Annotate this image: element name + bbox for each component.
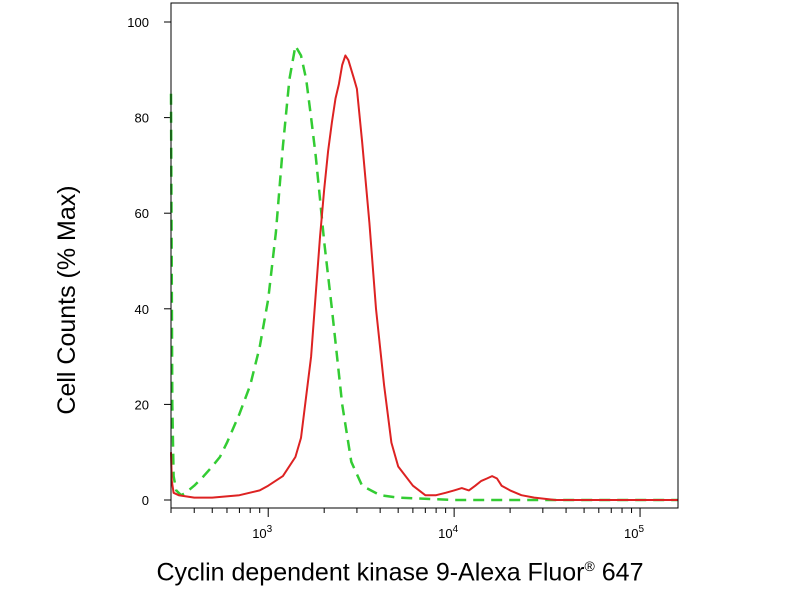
x-axis-label-main: Cyclin dependent kinase 9-Alexa Fluor: [156, 558, 585, 587]
x-tick-base: 10: [252, 526, 266, 541]
x-axis-label-tail: 647: [594, 558, 644, 587]
y-tick-label: 60: [135, 206, 149, 221]
x-tick-label: 105: [624, 524, 644, 541]
x-tick-exponent: 5: [639, 524, 645, 535]
y-tick-label: 0: [142, 493, 149, 508]
y-tick-label: 20: [135, 397, 149, 412]
x-tick-label: 104: [438, 524, 458, 541]
x-tick-exponent: 4: [453, 524, 459, 535]
x-tick-base: 10: [624, 526, 638, 541]
x-tick-label: 103: [252, 524, 272, 541]
y-tick-label: 100: [127, 15, 149, 30]
series-line-control-dashed: [169, 44, 678, 502]
y-tick-label: 40: [135, 302, 149, 317]
x-tick-base: 10: [438, 526, 452, 541]
series-line-sample-solid: [170, 54, 678, 501]
y-tick-label: 80: [135, 111, 149, 126]
x-axis-label-registered: ®: [584, 558, 595, 574]
plot-frame: [170, 2, 679, 509]
series-layer: [169, 44, 678, 502]
x-tick-exponent: 3: [267, 524, 273, 535]
x-axis-label: Cyclin dependent kinase 9-Alexa Fluor® 6…: [0, 558, 800, 587]
y-axis-label: Cell Counts (% Max): [53, 185, 81, 414]
x-axis-ticks: 103 104 105: [170, 508, 645, 541]
y-axis-ticks: 0 20 40 60 80 100: [127, 15, 171, 508]
